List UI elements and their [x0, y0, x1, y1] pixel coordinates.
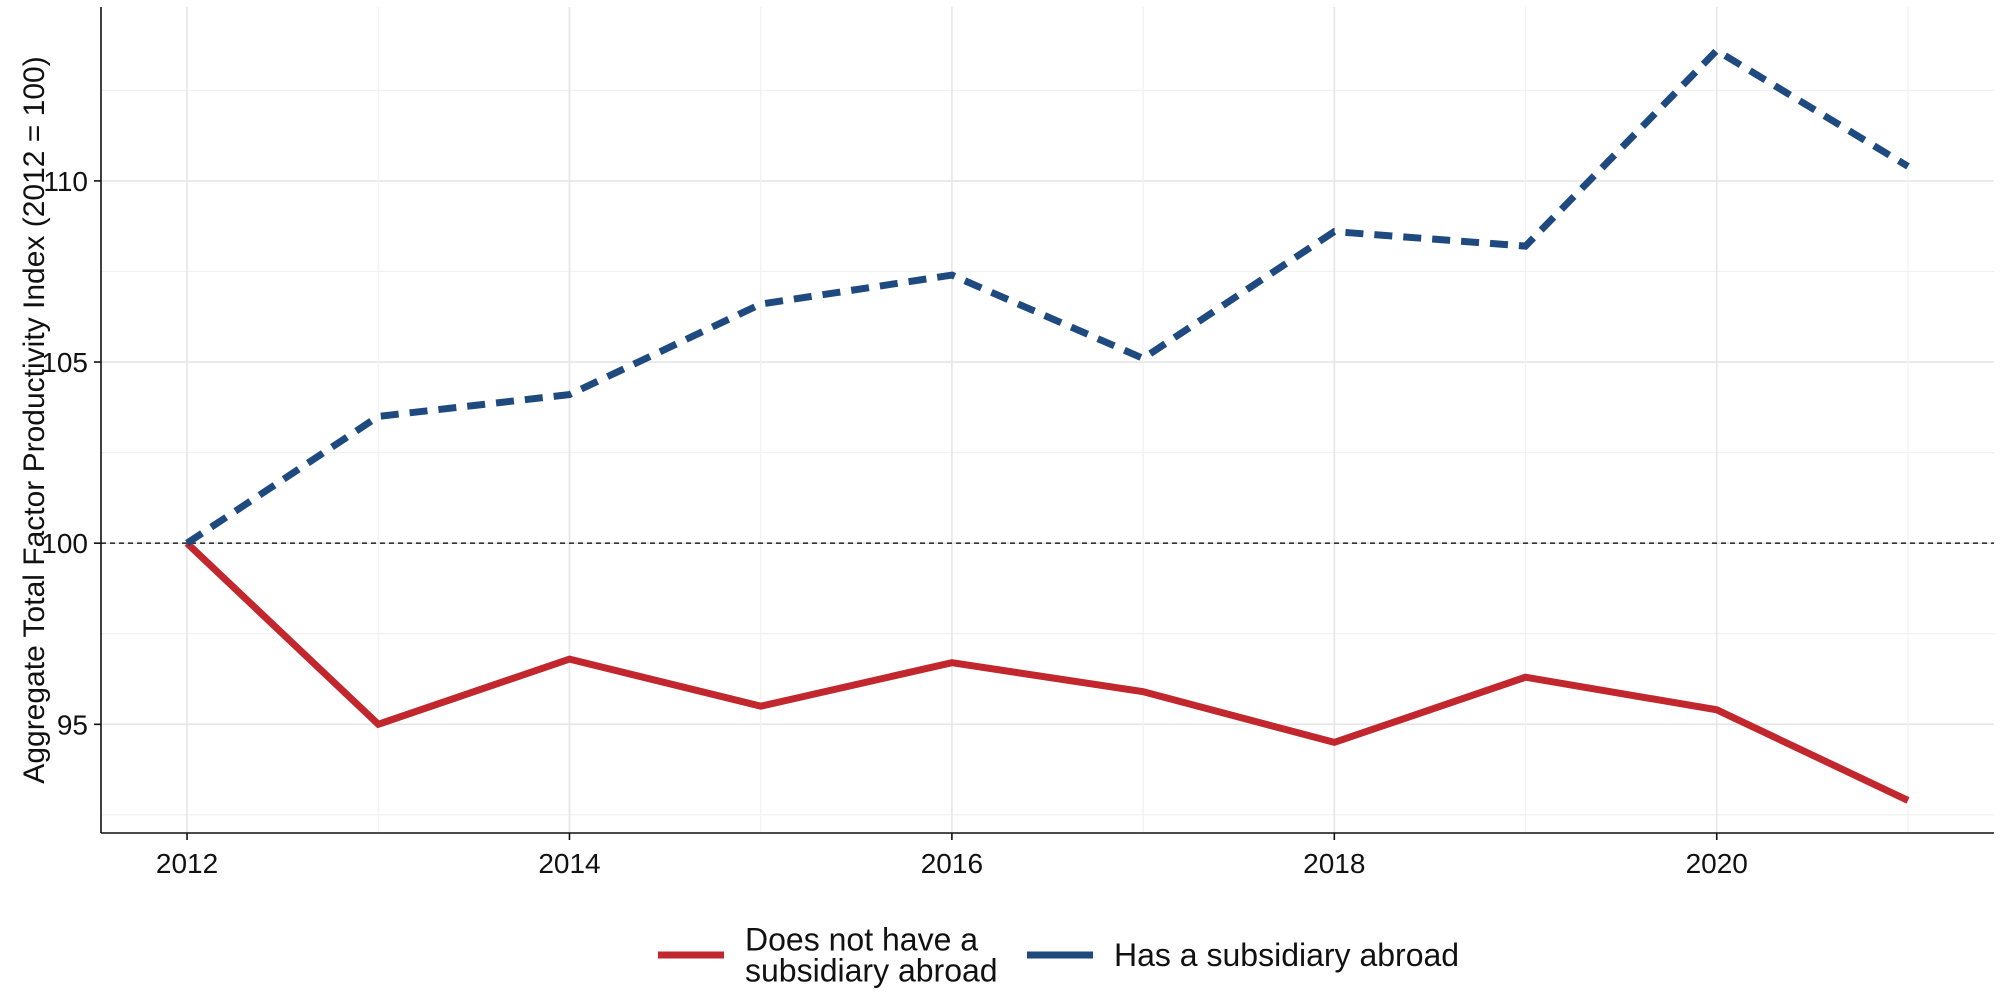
y-tick-label: 95 — [57, 709, 88, 740]
x-tick-label: 2020 — [1686, 848, 1748, 879]
x-tick-label: 2018 — [1303, 848, 1365, 879]
x-tick-label: 2012 — [156, 848, 218, 879]
x-tick-label: 2014 — [538, 848, 600, 879]
y-tick-label: 110 — [43, 166, 88, 197]
legend-label-has-subsidiary: Has a subsidiary abroad — [1114, 937, 1459, 973]
legend-label-no-subsidiary: Does not have a subsidiary abroad — [745, 922, 998, 989]
series-line-no-subsidiary — [184, 540, 1910, 804]
y-tick-label: 105 — [41, 347, 88, 378]
legend: Does not have a subsidiary abroad Has a su… — [658, 922, 1459, 989]
x-tick-label: 2016 — [921, 848, 983, 879]
y-tick-label: 100 — [41, 528, 88, 559]
series-layer — [184, 46, 1910, 804]
grid — [101, 7, 1994, 833]
axes: 95 100 105 110 2012 2014 2016 2018 2020 — [41, 7, 1994, 879]
series-line-has-subsidiary — [185, 46, 1910, 547]
y-axis-title: Aggregate Total Factor Productivity Inde… — [18, 56, 51, 783]
